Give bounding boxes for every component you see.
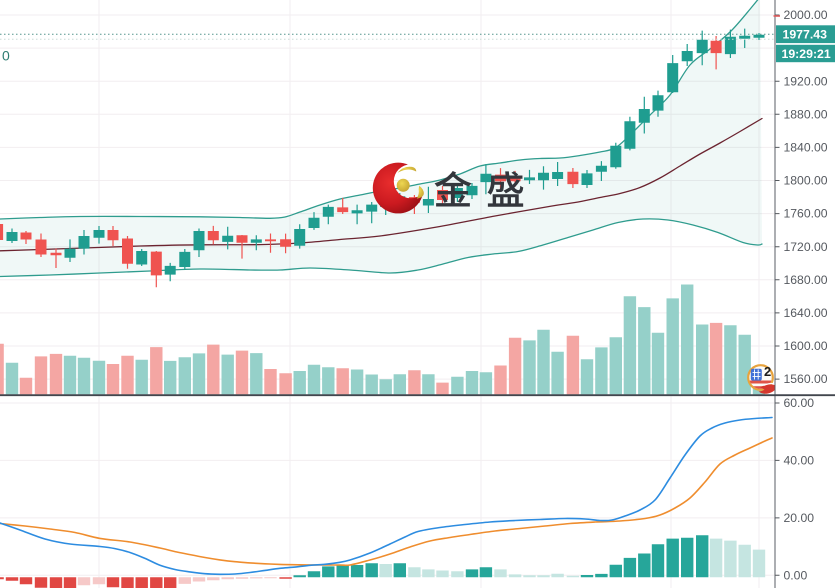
svg-text:1640.00: 1640.00 <box>784 306 828 320</box>
svg-text:0: 0 <box>2 48 10 64</box>
svg-text:2000.00: 2000.00 <box>784 8 828 22</box>
svg-text:1600.00: 1600.00 <box>784 339 828 353</box>
svg-text:1880.00: 1880.00 <box>784 107 828 121</box>
svg-text:1977.43: 1977.43 <box>783 28 828 42</box>
svg-text:1800.00: 1800.00 <box>784 174 828 188</box>
svg-text:60.00: 60.00 <box>784 396 815 410</box>
svg-text:2: 2 <box>764 364 771 379</box>
svg-text:0.00: 0.00 <box>784 568 808 582</box>
svg-text:1760.00: 1760.00 <box>784 207 828 221</box>
svg-text:19:29:21: 19:29:21 <box>782 47 831 61</box>
svg-text:1720.00: 1720.00 <box>784 240 828 254</box>
svg-text:1680.00: 1680.00 <box>784 273 828 287</box>
svg-text:40.00: 40.00 <box>784 454 815 468</box>
svg-text:20.00: 20.00 <box>784 511 815 525</box>
svg-text:1840.00: 1840.00 <box>784 141 828 155</box>
svg-text:1920.00: 1920.00 <box>784 74 828 88</box>
svg-text:1560.00: 1560.00 <box>784 372 828 386</box>
